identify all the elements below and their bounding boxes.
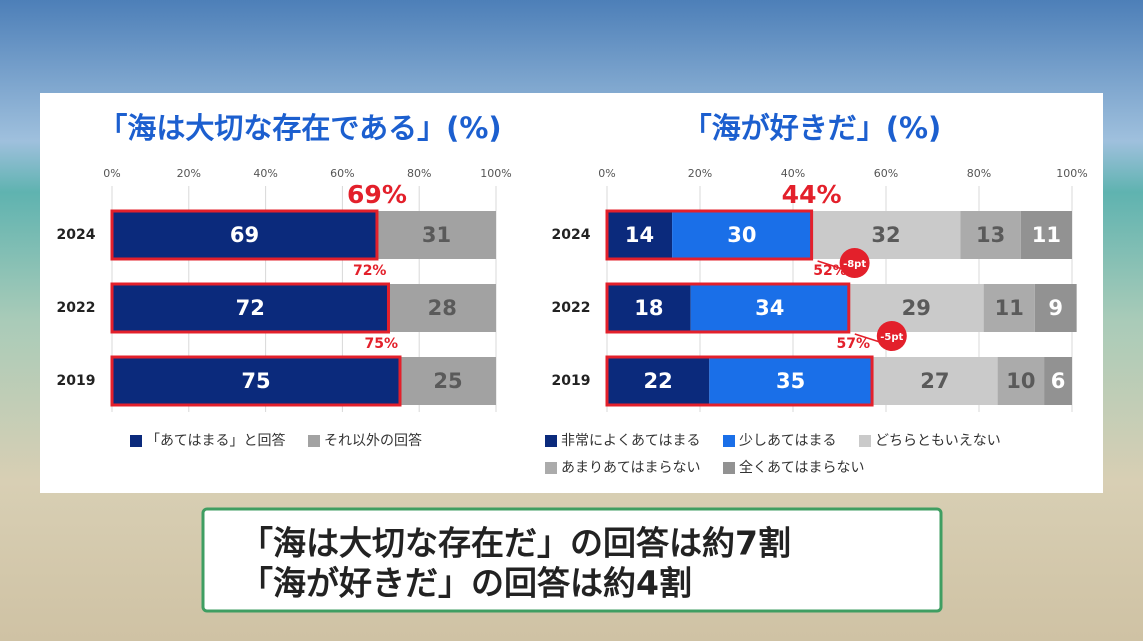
x-tick-label: 80% xyxy=(967,167,991,180)
x-tick-label: 100% xyxy=(1056,167,1087,180)
data-label: 28 xyxy=(428,296,457,320)
bar-segment xyxy=(1020,211,1072,259)
data-label: 10 xyxy=(1006,369,1035,393)
x-tick-label: 60% xyxy=(874,167,898,180)
highlight-outline xyxy=(605,209,814,261)
bar-segment xyxy=(388,284,496,332)
bar-segment xyxy=(997,357,1045,405)
data-label: 11 xyxy=(1032,223,1061,247)
highlight-label: 75% xyxy=(364,336,398,352)
data-label: 75 xyxy=(241,369,270,393)
legend-swatch xyxy=(545,435,557,447)
x-tick-label: 40% xyxy=(253,167,277,180)
highlight-outline xyxy=(605,282,851,334)
data-label: 13 xyxy=(976,223,1005,247)
data-label: 27 xyxy=(920,369,949,393)
change-pointer xyxy=(817,260,843,270)
legend-label: あまりあてはまらない xyxy=(561,460,700,476)
data-label: 72 xyxy=(236,296,265,320)
highlight-label: 57% xyxy=(837,336,871,352)
x-tick-label: 40% xyxy=(781,167,805,180)
data-label: 29 xyxy=(902,296,931,320)
data-label: 69 xyxy=(230,223,259,247)
change-badge xyxy=(839,248,870,278)
data-label: 34 xyxy=(755,296,784,320)
bar-segment xyxy=(672,211,812,259)
highlight-label: 44% xyxy=(782,180,842,209)
bar-segment xyxy=(607,284,691,332)
x-tick-label: 60% xyxy=(330,167,354,180)
data-label: 22 xyxy=(644,369,673,393)
legend-label: 非常によくあてはまる xyxy=(561,433,700,449)
legend-label: それ以外の回答 xyxy=(324,432,422,449)
highlight-outline xyxy=(110,282,390,334)
legend-swatch xyxy=(545,462,557,474)
data-label: 31 xyxy=(422,223,451,247)
bar-segment xyxy=(960,211,1021,259)
legend-swatch xyxy=(859,435,871,447)
bar-segment xyxy=(376,211,496,259)
y-tick-label: 2019 xyxy=(552,373,591,389)
x-tick-label: 0% xyxy=(103,167,120,180)
legend-swatch xyxy=(308,435,320,447)
caption-box xyxy=(201,507,943,613)
bar-segment xyxy=(811,211,961,259)
data-label: 32 xyxy=(871,223,900,247)
y-tick-label: 2022 xyxy=(552,300,591,316)
x-tick-label: 0% xyxy=(598,167,615,180)
data-label: 9 xyxy=(1048,296,1063,320)
highlight-label: 72% xyxy=(353,263,387,279)
bar-segment xyxy=(1034,284,1077,332)
x-tick-label: 100% xyxy=(480,167,511,180)
change-label: -5pt xyxy=(880,332,903,343)
bar-segment xyxy=(112,211,377,259)
y-tick-label: 2024 xyxy=(57,227,96,243)
bar-segment xyxy=(709,357,873,405)
x-tick-label: 80% xyxy=(407,167,431,180)
highlight-outline xyxy=(605,355,874,407)
change-badge xyxy=(876,321,907,351)
legend-swatch xyxy=(130,435,142,447)
x-tick-label: 20% xyxy=(688,167,712,180)
chart-title: 「海は大切な存在である」(%) xyxy=(98,111,501,145)
legend-label: 少しあてはまる xyxy=(739,433,836,449)
change-pointer xyxy=(854,333,881,343)
data-label: 30 xyxy=(727,223,756,247)
bar-segment xyxy=(112,357,400,405)
bar-segment xyxy=(1044,357,1072,405)
legend-swatch xyxy=(723,435,735,447)
bar-segment xyxy=(607,211,673,259)
y-tick-label: 2022 xyxy=(57,300,96,316)
bar-segment xyxy=(112,284,389,332)
bar-segment xyxy=(400,357,496,405)
legend-label: 「あてはまる」と回答 xyxy=(146,432,285,449)
highlight-outline xyxy=(110,355,402,407)
highlight-label: 69% xyxy=(347,180,407,209)
chart-title: 「海が好きだ」(%) xyxy=(683,111,942,145)
data-label: 6 xyxy=(1051,369,1066,393)
legend-swatch xyxy=(723,462,735,474)
y-tick-label: 2024 xyxy=(552,227,591,243)
caption-line: 「海は大切な存在だ」の回答は約7割 xyxy=(240,524,791,563)
highlight-outline xyxy=(110,209,379,261)
bar-segment xyxy=(690,284,849,332)
x-tick-label: 20% xyxy=(177,167,201,180)
bar-segment xyxy=(872,357,998,405)
bar-segment xyxy=(848,284,984,332)
data-label: 11 xyxy=(995,296,1024,320)
data-label: 35 xyxy=(776,369,805,393)
bar-segment xyxy=(607,357,710,405)
data-label: 14 xyxy=(625,223,654,247)
data-label: 18 xyxy=(634,296,663,320)
legend-label: どちらともいえない xyxy=(875,433,1001,449)
legend-label: 全くあてはまらない xyxy=(739,459,864,476)
bar-segment xyxy=(983,284,1035,332)
y-tick-label: 2019 xyxy=(57,373,96,389)
data-label: 25 xyxy=(433,369,462,393)
change-label: -8pt xyxy=(843,259,866,270)
caption-line: 「海が好きだ」の回答は約4割 xyxy=(240,564,692,603)
